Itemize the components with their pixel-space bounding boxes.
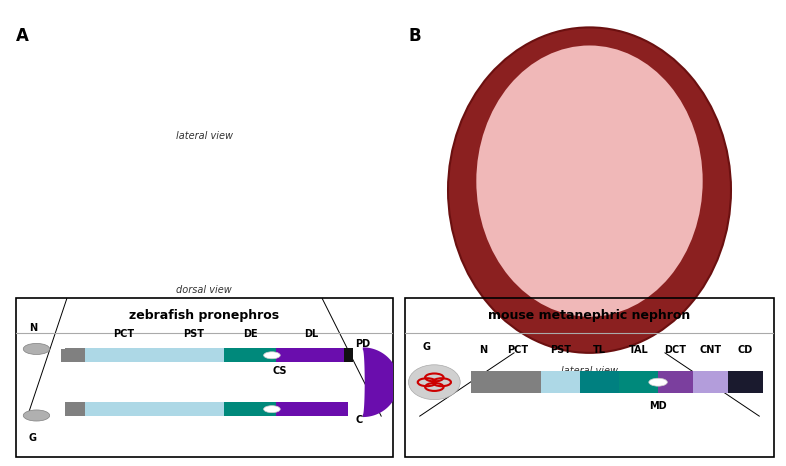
FancyBboxPatch shape: [163, 402, 224, 416]
Text: DCT: DCT: [665, 345, 687, 355]
FancyBboxPatch shape: [224, 348, 276, 363]
FancyBboxPatch shape: [542, 371, 580, 393]
Text: PCT: PCT: [508, 345, 528, 355]
FancyBboxPatch shape: [86, 402, 163, 416]
FancyBboxPatch shape: [86, 348, 163, 363]
FancyBboxPatch shape: [580, 371, 619, 393]
Text: PD: PD: [355, 339, 370, 349]
Text: PCT: PCT: [113, 329, 134, 339]
FancyBboxPatch shape: [658, 371, 693, 393]
Circle shape: [263, 352, 281, 359]
Text: B: B: [409, 27, 421, 45]
Text: PST: PST: [183, 329, 204, 339]
Ellipse shape: [448, 27, 731, 353]
FancyBboxPatch shape: [276, 348, 347, 363]
Text: G: G: [423, 342, 431, 352]
Text: DL: DL: [305, 329, 319, 339]
Text: PST: PST: [550, 345, 571, 355]
Text: lateral view: lateral view: [561, 366, 618, 376]
Text: A: A: [16, 27, 28, 45]
Circle shape: [24, 343, 50, 355]
Text: lateral view: lateral view: [176, 131, 233, 141]
Circle shape: [648, 378, 667, 386]
Text: CS: CS: [272, 366, 287, 377]
FancyBboxPatch shape: [224, 402, 276, 416]
Circle shape: [24, 410, 50, 421]
Ellipse shape: [476, 46, 703, 317]
Text: N: N: [28, 323, 37, 333]
FancyBboxPatch shape: [64, 348, 86, 363]
Text: zebrafish pronephros: zebrafish pronephros: [130, 309, 279, 322]
Text: CNT: CNT: [700, 345, 722, 355]
FancyBboxPatch shape: [163, 348, 224, 363]
Circle shape: [263, 406, 281, 412]
FancyBboxPatch shape: [494, 371, 542, 393]
Text: C: C: [355, 415, 362, 425]
Ellipse shape: [409, 365, 461, 400]
Text: DE: DE: [243, 329, 257, 339]
Text: mouse metanephric nephron: mouse metanephric nephron: [488, 309, 691, 322]
FancyBboxPatch shape: [61, 349, 68, 362]
Polygon shape: [363, 347, 399, 417]
Text: G: G: [29, 433, 37, 443]
Text: N: N: [479, 345, 487, 355]
Text: CD: CD: [738, 345, 753, 355]
Text: MD: MD: [649, 401, 667, 411]
Text: TL: TL: [593, 345, 606, 355]
FancyBboxPatch shape: [344, 348, 354, 363]
FancyBboxPatch shape: [64, 402, 86, 416]
FancyBboxPatch shape: [728, 371, 763, 393]
FancyBboxPatch shape: [619, 371, 658, 393]
FancyBboxPatch shape: [276, 402, 347, 416]
Text: dorsal view: dorsal view: [177, 285, 232, 295]
Text: TAL: TAL: [629, 345, 648, 355]
FancyBboxPatch shape: [693, 371, 728, 393]
FancyBboxPatch shape: [472, 371, 494, 393]
